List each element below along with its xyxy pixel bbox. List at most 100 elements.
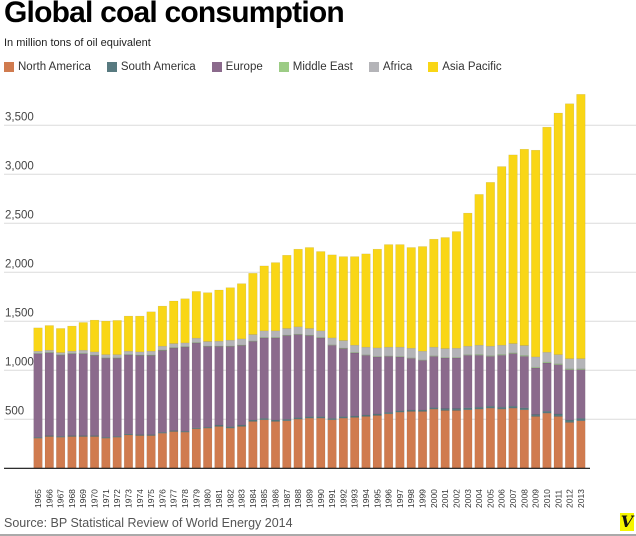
bar-segment-europe [429, 356, 439, 408]
bar-segment-north-america [214, 426, 224, 469]
x-tick-label: 1984 [248, 489, 258, 508]
bar-segment-north-america [519, 409, 529, 469]
bar-segment-europe [282, 335, 292, 420]
bar-stack-1993 [350, 256, 360, 469]
bar-segment-north-america [440, 410, 450, 469]
bar-segment-asia-pacific [384, 244, 394, 348]
bar-segment-asia-pacific [440, 237, 450, 349]
bar-segment-europe [225, 345, 235, 427]
bar-segment-north-america [293, 418, 303, 469]
x-tick-label: 1986 [271, 489, 281, 508]
x-tick-label: 1995 [372, 489, 382, 508]
bar-segment-africa [327, 337, 337, 345]
y-tick-label: 500 [5, 405, 24, 417]
bar-segment-europe [248, 340, 258, 421]
bar-segment-africa [214, 340, 224, 347]
bar-segment-north-america [270, 421, 281, 469]
y-tick-label: 3,000 [5, 160, 34, 172]
bar-segment-europe [191, 342, 201, 429]
bar-segment-north-america [146, 435, 156, 469]
x-tick-label: 2005 [485, 489, 495, 508]
bar-segment-asia-pacific [429, 238, 439, 348]
x-tick-label: 2002 [451, 489, 461, 508]
bar-stack-1970 [90, 319, 100, 469]
bar-stack-1971 [101, 320, 111, 469]
bar-segment-asia-pacific [248, 273, 258, 335]
bar-stack-2010 [542, 126, 552, 469]
legend-label: Middle East [292, 61, 353, 73]
bar-stack-1968 [67, 325, 77, 469]
bar-stack-2002 [451, 231, 462, 469]
legend-item: Africa [368, 61, 412, 73]
bar-stack-2004 [474, 194, 484, 469]
bar-segment-europe [395, 356, 405, 411]
source-note: Source: BP Statistical Review of World E… [4, 516, 293, 530]
bar-segment-asia-pacific [270, 262, 281, 332]
bar-segment-south-america [474, 406, 484, 410]
bar-segment-africa [282, 328, 292, 336]
bar-segment-africa [576, 358, 586, 369]
bar-segment-south-america [451, 408, 462, 411]
bar-segment-south-america [565, 419, 575, 423]
x-tick-label: 2010 [542, 489, 552, 508]
bar-segment-europe [78, 353, 88, 436]
bar-segment-africa [293, 326, 303, 335]
bar-stack-1982 [225, 287, 235, 469]
bar-segment-asia-pacific [123, 315, 134, 352]
legend-item: South America [106, 61, 196, 73]
legend-swatch [278, 62, 289, 72]
bar-segment-south-america [440, 408, 450, 411]
x-tick-label: 1968 [67, 489, 77, 508]
x-tick-label: 1987 [282, 489, 292, 508]
x-tick-label: 1981 [214, 489, 224, 508]
bar-segment-asia-pacific [497, 166, 507, 346]
bar-segment-africa [123, 350, 134, 355]
bar-segment-africa [565, 358, 575, 369]
bar-segment-asia-pacific [350, 256, 360, 346]
bar-segment-asia-pacific [508, 154, 518, 344]
bar-stack-2001 [440, 237, 450, 469]
bar-segment-europe [406, 357, 416, 411]
bar-segment-africa [259, 330, 269, 338]
x-tick-label: 1975 [146, 489, 156, 508]
bar-stack-1980 [203, 292, 213, 469]
legend-swatch [106, 62, 117, 72]
bar-segment-north-america [372, 415, 382, 469]
bar-segment-africa [553, 354, 563, 364]
x-tick-label: 1993 [350, 489, 360, 508]
bar-segment-asia-pacific [157, 305, 167, 347]
bar-stack-2008 [519, 148, 529, 469]
bar-segment-africa [542, 352, 552, 363]
bar-segment-africa [531, 356, 541, 368]
bar-segment-africa [270, 330, 281, 338]
bar-segment-europe [485, 356, 495, 407]
y-tick-label: 1,500 [5, 307, 34, 319]
x-tick-label: 1979 [191, 489, 201, 508]
x-tick-label: 2007 [508, 489, 518, 508]
bar-segment-north-america [157, 432, 167, 469]
bar-segment-north-america [304, 417, 314, 469]
bar-segment-asia-pacific [33, 327, 43, 352]
bar-segment-asia-pacific [361, 253, 371, 348]
bar-segment-europe [237, 344, 247, 426]
bar-segment-asia-pacific [316, 251, 326, 332]
bar-segment-africa [44, 349, 54, 353]
bar-segment-africa [90, 351, 100, 356]
bar-stack-1975 [146, 311, 156, 469]
x-tick-label: 2009 [531, 489, 541, 508]
y-tick-label: 2,500 [5, 209, 34, 221]
legend-swatch [368, 62, 379, 72]
bar-segment-middle-east [225, 345, 235, 347]
bar-segment-asia-pacific [485, 182, 495, 347]
bar-segment-europe [440, 357, 450, 409]
bar-segment-north-america [135, 435, 145, 469]
bar-segment-south-america [519, 407, 529, 411]
bar-segment-europe [576, 369, 586, 419]
bar-stack-2000 [429, 238, 439, 469]
bar-segment-africa [203, 341, 213, 347]
bar-segment-north-america [497, 408, 507, 469]
x-tick-label: 2008 [519, 489, 529, 508]
bar-segment-europe [33, 353, 43, 438]
bar-segment-north-america [78, 436, 88, 469]
